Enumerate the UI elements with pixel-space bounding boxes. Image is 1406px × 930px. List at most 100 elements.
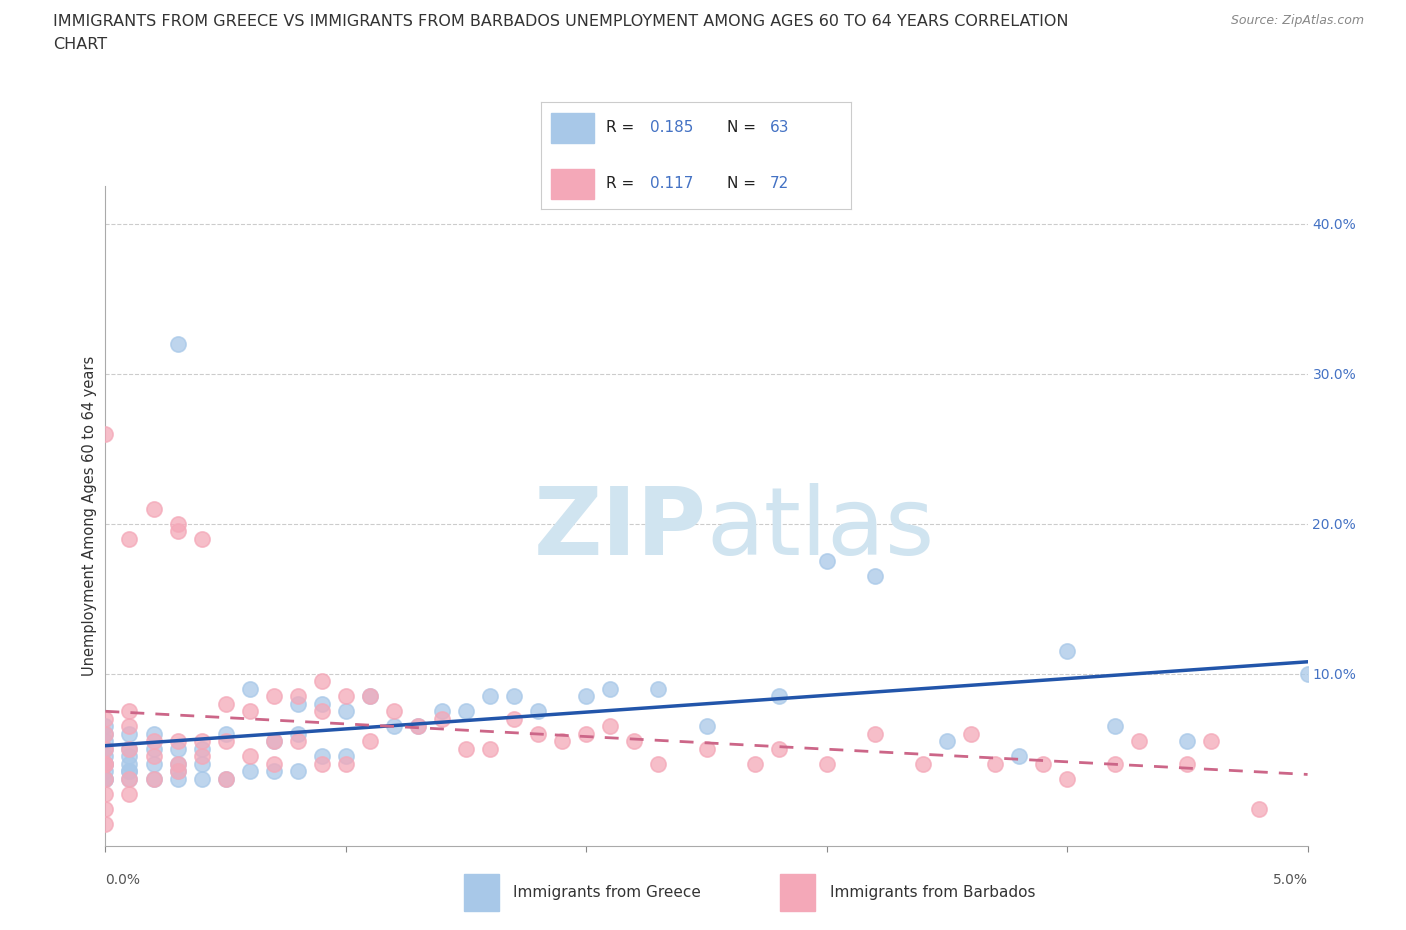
Point [94,787,117,802]
Point [166,336,188,351]
Point [190,531,212,546]
Point [599,682,621,697]
Point [503,689,526,704]
Point [118,764,141,778]
Point [94,764,117,778]
Point [118,741,141,756]
Point [311,749,333,764]
Point [118,719,141,734]
Point [166,771,188,786]
Point [166,764,188,778]
Point [94,771,117,786]
Text: CHART: CHART [53,37,107,52]
Point [311,756,333,771]
Point [94,817,117,831]
Text: 5.0%: 5.0% [1272,873,1308,887]
Point [287,726,309,741]
Point [142,501,165,516]
Point [166,764,188,778]
Point [118,756,141,771]
Point [118,787,141,802]
Text: Immigrants from Greece: Immigrants from Greece [513,885,702,900]
Point [815,553,838,568]
Point [696,741,718,756]
Point [599,719,621,734]
Point [863,569,886,584]
Text: R =: R = [606,121,640,136]
Point [1104,719,1126,734]
Point [118,704,141,719]
Y-axis label: Unemployment Among Ages 60 to 64 years: Unemployment Among Ages 60 to 64 years [82,356,97,676]
Point [551,734,574,749]
Point [94,734,117,749]
Point [263,764,285,778]
Point [94,756,117,771]
Point [335,756,357,771]
Point [94,741,117,756]
Text: N =: N = [727,176,761,191]
Point [142,756,165,771]
Point [94,726,117,741]
Point [239,764,262,778]
Point [382,719,405,734]
Point [94,802,117,817]
Point [527,726,550,741]
Point [430,704,453,719]
Point [142,734,165,749]
Point [263,689,285,704]
Point [166,734,188,749]
Point [287,764,309,778]
Point [623,734,645,749]
Point [454,741,477,756]
Point [166,516,188,531]
Text: 0.0%: 0.0% [105,873,141,887]
Point [214,734,236,749]
Point [94,711,117,726]
Point [406,719,429,734]
Point [214,771,236,786]
Point [214,697,236,711]
Point [311,704,333,719]
Bar [551,113,593,143]
Text: IMMIGRANTS FROM GREECE VS IMMIGRANTS FROM BARBADOS UNEMPLOYMENT AMONG AGES 60 TO: IMMIGRANTS FROM GREECE VS IMMIGRANTS FRO… [53,14,1069,29]
Point [454,704,477,719]
Point [430,711,453,726]
Text: atlas: atlas [707,484,935,576]
Point [94,719,117,734]
Point [479,741,502,756]
Point [166,524,188,538]
Point [118,764,141,778]
Point [479,689,502,704]
Point [239,749,262,764]
Point [287,689,309,704]
Point [94,756,117,771]
Point [1008,749,1031,764]
Point [239,704,262,719]
Point [287,734,309,749]
Point [575,726,598,741]
Point [359,734,381,749]
Point [1175,734,1198,749]
Point [118,726,141,741]
Point [335,689,357,704]
Point [142,726,165,741]
Point [94,771,117,786]
Point [359,689,381,704]
Point [647,682,669,697]
Bar [464,874,499,911]
Point [1104,756,1126,771]
Point [1056,771,1078,786]
Point [190,756,212,771]
Point [263,734,285,749]
Point [142,771,165,786]
Point [1056,644,1078,658]
Point [406,719,429,734]
Point [118,741,141,756]
Point [214,726,236,741]
Point [863,726,886,741]
Point [311,674,333,689]
Point [239,682,262,697]
Point [94,756,117,771]
Point [190,749,212,764]
Point [166,756,188,771]
